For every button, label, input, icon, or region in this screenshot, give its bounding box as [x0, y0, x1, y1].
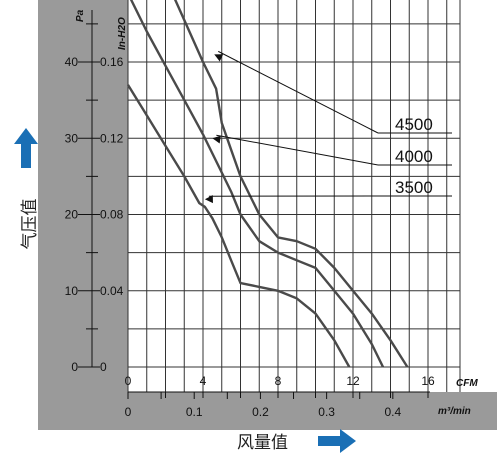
y-tick-label-inh2o: 0.04	[100, 284, 124, 298]
x-tick-label-cfm: 12	[346, 374, 360, 388]
x-tick-label-m3min: 0.3	[318, 405, 335, 419]
x-tick-label-m3min: 0.1	[186, 405, 203, 419]
x-unit-m3min: m³/min	[438, 406, 471, 417]
up-arrow-icon	[14, 128, 38, 168]
x-tick-label-cfm: 16	[421, 374, 435, 388]
x-axis-title-group: 风量值	[237, 429, 356, 453]
y-tick-label-pa: 20	[65, 208, 79, 222]
y-tick-label-inh2o: 0.16	[100, 55, 124, 69]
callout-label-3500: 3500	[395, 178, 433, 197]
x-tick-label-cfm: 8	[275, 374, 282, 388]
x-tick-label-m3min: 0	[125, 405, 132, 419]
y-tick-label-pa: 40	[65, 55, 79, 69]
x-tick-label-m3min: 0.4	[384, 405, 401, 419]
y-tick-label-inh2o: 0	[100, 360, 107, 374]
x-tick-label-cfm: 0	[125, 374, 132, 388]
callout-label-4000: 4000	[395, 147, 433, 166]
y-tick-label-inh2o: 0.12	[100, 131, 124, 145]
x-tick-label-m3min: 0.2	[252, 405, 269, 419]
y-tick-label-pa: 0	[71, 360, 78, 374]
x-axis-title: 风量值	[237, 433, 288, 453]
y-unit-pa: Pa	[75, 9, 86, 22]
y-axis-title-group: 气压值	[14, 128, 40, 250]
y-unit-inh2o: In-H2O	[117, 17, 128, 50]
y-tick-label-pa: 30	[65, 131, 79, 145]
x-tick-label-cfm: 4	[200, 374, 207, 388]
y-axis-title: 气压值	[20, 199, 40, 250]
y-tick-label-inh2o: 0.08	[100, 208, 124, 222]
y-tick-label-pa: 10	[65, 284, 79, 298]
callout-label-4500: 4500	[395, 115, 433, 134]
x-unit-cfm: CFM	[456, 378, 478, 389]
right-arrow-icon	[318, 429, 356, 453]
